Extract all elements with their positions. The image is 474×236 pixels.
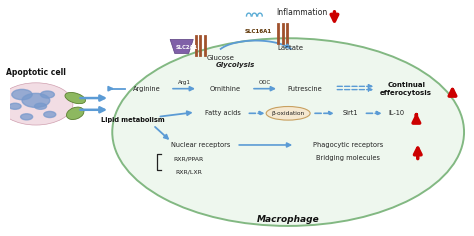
Text: Bridging molecules: Bridging molecules <box>316 155 380 161</box>
Text: Fatty acids: Fatty acids <box>205 110 241 116</box>
Text: Glucose: Glucose <box>207 55 235 61</box>
Text: Sirt1: Sirt1 <box>343 110 358 116</box>
Circle shape <box>44 111 56 118</box>
Text: Macrophage: Macrophage <box>257 215 319 223</box>
Circle shape <box>35 103 46 109</box>
Text: β-oxidation: β-oxidation <box>272 111 305 116</box>
Circle shape <box>20 114 33 120</box>
Text: RXR/LXR: RXR/LXR <box>175 170 202 175</box>
Text: Glycolysis: Glycolysis <box>215 62 255 68</box>
Circle shape <box>9 103 21 109</box>
Circle shape <box>22 93 50 107</box>
Text: Inflammation: Inflammation <box>276 8 328 17</box>
Ellipse shape <box>266 106 310 120</box>
Text: Lactate: Lactate <box>277 45 303 51</box>
Ellipse shape <box>66 107 84 119</box>
Text: SLC16A1: SLC16A1 <box>245 29 272 34</box>
Text: Continual: Continual <box>387 82 425 88</box>
Text: Arg1: Arg1 <box>178 80 191 85</box>
Text: Putrescine: Putrescine <box>287 86 322 92</box>
Text: RXR/PPAR: RXR/PPAR <box>173 156 204 162</box>
Circle shape <box>40 91 55 98</box>
Text: Lipid metabolism: Lipid metabolism <box>101 117 165 123</box>
Text: Ornithine: Ornithine <box>210 86 241 92</box>
Text: Phagocytic receptors: Phagocytic receptors <box>313 142 383 148</box>
Text: ODC: ODC <box>259 80 271 85</box>
Text: IL-10: IL-10 <box>389 110 405 116</box>
Ellipse shape <box>112 38 464 226</box>
Text: SLC2A1: SLC2A1 <box>175 45 198 50</box>
Text: Nuclear receptors: Nuclear receptors <box>171 142 230 148</box>
Circle shape <box>12 89 32 100</box>
Polygon shape <box>170 39 193 54</box>
Text: efferocytosis: efferocytosis <box>380 90 432 96</box>
Text: Apoptotic cell: Apoptotic cell <box>6 68 66 77</box>
Ellipse shape <box>0 83 73 125</box>
Text: Arginine: Arginine <box>133 86 161 92</box>
Ellipse shape <box>65 93 85 104</box>
